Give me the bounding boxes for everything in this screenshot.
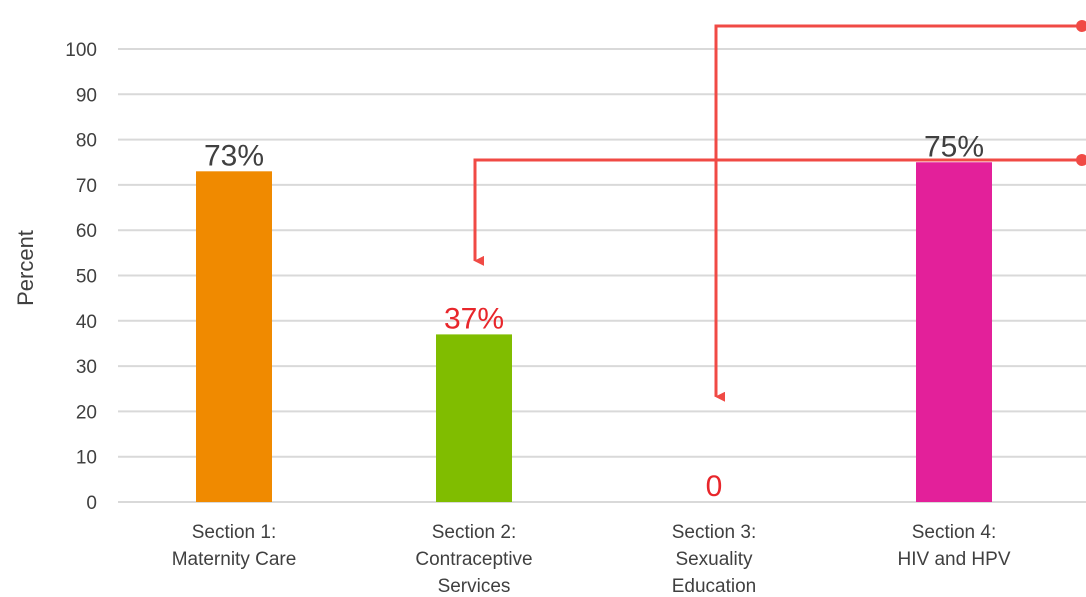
y-tick-label-10: 10 xyxy=(76,448,97,469)
annotation-dot-1 xyxy=(1076,20,1086,32)
y-axis-ticks: 0 10 20 30 40 50 60 70 80 90 100 xyxy=(65,40,97,514)
annotation-dot-2 xyxy=(1076,154,1086,166)
category-label-line: Section 4: xyxy=(912,522,997,543)
category-label-section-3: Section 3: Sexuality Education xyxy=(672,522,757,597)
category-label-line: Section 3: xyxy=(672,522,757,543)
category-label-line: Section 2: xyxy=(432,522,517,543)
category-label-line: Maternity Care xyxy=(172,549,297,570)
gridlines xyxy=(118,48,1086,503)
bar-section-4 xyxy=(916,162,992,502)
category-label-line: Section 1: xyxy=(192,522,277,543)
category-label-line: Sexuality xyxy=(675,549,753,570)
data-label-section-2: 37% xyxy=(444,302,504,335)
annotation-arrows xyxy=(473,20,1086,402)
category-label-section-4: Section 4: HIV and HPV xyxy=(898,522,1011,570)
category-label-line: Education xyxy=(672,576,757,597)
y-tick-label-80: 80 xyxy=(76,131,97,152)
annotation-arrow-section-2 xyxy=(473,158,1082,266)
data-label-section-3: 0 xyxy=(706,470,723,503)
y-axis-label: Percent xyxy=(13,230,38,306)
data-labels: 73% 37% 0 75% xyxy=(204,130,984,503)
y-tick-label-40: 40 xyxy=(76,312,97,333)
category-label-section-2: Section 2: Contraceptive Services xyxy=(415,522,532,597)
y-tick-label-0: 0 xyxy=(86,493,97,514)
y-tick-label-70: 70 xyxy=(76,176,97,197)
bars xyxy=(196,162,992,502)
annotation-arrow-section-3 xyxy=(714,24,1082,402)
y-tick-label-50: 50 xyxy=(76,267,97,288)
category-labels: Section 1: Maternity Care Section 2: Contra… xyxy=(172,522,1011,597)
bar-section-2 xyxy=(436,334,512,502)
y-tick-label-30: 30 xyxy=(76,357,97,378)
category-label-line: Contraceptive xyxy=(415,549,532,570)
y-tick-label-60: 60 xyxy=(76,221,97,242)
category-label-line: HIV and HPV xyxy=(898,549,1011,570)
data-label-section-4: 75% xyxy=(924,130,984,163)
y-tick-label-100: 100 xyxy=(65,40,97,61)
y-tick-label-20: 20 xyxy=(76,402,97,423)
y-tick-label-90: 90 xyxy=(76,85,97,106)
bar-section-1 xyxy=(196,171,272,502)
data-label-section-1: 73% xyxy=(204,139,264,172)
category-label-section-1: Section 1: Maternity Care xyxy=(172,522,297,570)
category-label-line: Services xyxy=(438,576,511,597)
